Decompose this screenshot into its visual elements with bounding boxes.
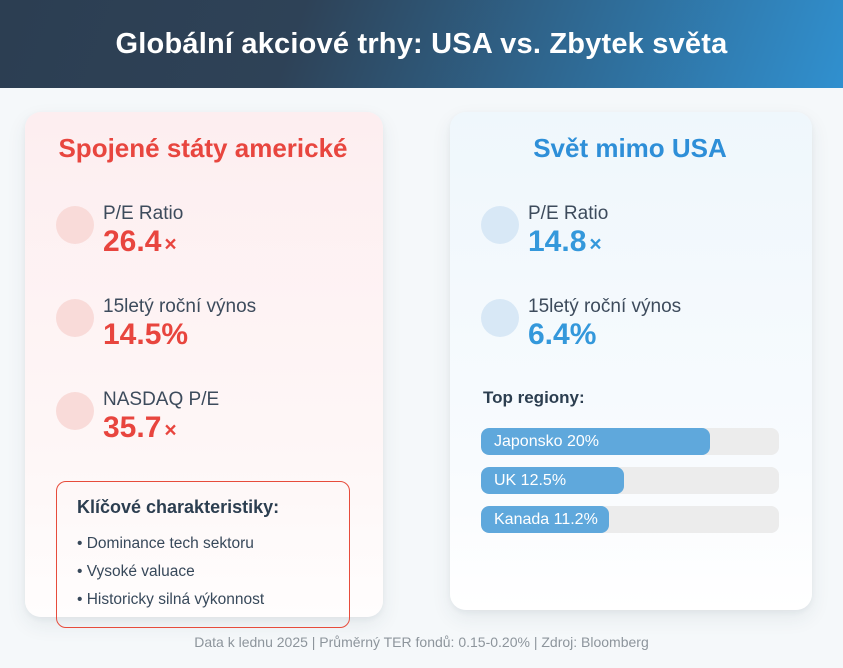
comparison-cards-row: Spojené státy americké P/E Ratio 26.4 × 1…	[0, 88, 843, 628]
stat-label: 15letý roční výnos	[103, 296, 257, 317]
stat-text: P/E Ratio 14.8 ×	[528, 202, 608, 261]
world-stat-15y-return: 15letý roční výnos 6.4%	[481, 295, 779, 354]
bar-track: Japonsko 20%	[481, 428, 779, 455]
stat-value: 14.8 ×	[528, 226, 608, 261]
region-bar-uk: UK 12.5%	[481, 467, 779, 494]
stat-circle-icon	[56, 392, 94, 430]
key-characteristics-list: Dominance tech sektoru Vysoké valuace Hi…	[77, 530, 331, 614]
bar-label: UK 12.5%	[494, 471, 567, 489]
stat-value: 35.7 ×	[103, 412, 219, 447]
footer-note: Data k lednu 2025 | Průměrný TER fondů: …	[194, 634, 649, 650]
key-characteristic-item: Historicky silná výkonnost	[77, 586, 331, 614]
stat-value: 26.4 ×	[103, 226, 183, 261]
stat-value-number: 14.5%	[103, 318, 189, 351]
stat-text: 15letý roční výnos 14.5%	[103, 295, 256, 354]
bar-track: UK 12.5%	[481, 467, 779, 494]
stat-label: P/E Ratio	[528, 203, 609, 224]
usa-stat-15y-return: 15letý roční výnos 14.5%	[56, 295, 350, 354]
world-card: Svět mimo USA P/E Ratio 14.8 × 15letý roč…	[450, 112, 812, 610]
bar-label: Japonsko 20%	[494, 432, 599, 450]
stat-text: P/E Ratio 26.4 ×	[103, 202, 183, 261]
stat-value-suffix: ×	[164, 419, 177, 442]
region-bar-canada: Kanada 11.2%	[481, 506, 779, 533]
usa-stat-pe-ratio: P/E Ratio 26.4 ×	[56, 202, 350, 261]
stat-circle-icon	[481, 206, 519, 244]
usa-card-title: Spojené státy americké	[58, 133, 348, 163]
bar-label: Kanada 11.2%	[494, 510, 598, 528]
page-title: Globální akciové trhy: USA vs. Zbytek sv…	[115, 27, 728, 60]
usa-stat-nasdaq-pe: NASDAQ P/E 35.7 ×	[56, 388, 350, 447]
stat-text: NASDAQ P/E 35.7 ×	[103, 388, 219, 447]
stat-value: 14.5%	[103, 319, 256, 354]
key-characteristics-box: Klíčové charakteristiky: Dominance tech …	[56, 481, 350, 628]
key-characteristics-title: Klíčové charakteristiky:	[77, 497, 280, 517]
region-bar-japan: Japonsko 20%	[481, 428, 779, 455]
stat-label: 15letý roční výnos	[528, 296, 682, 317]
bar-track: Kanada 11.2%	[481, 506, 779, 533]
stat-label: NASDAQ P/E	[103, 389, 220, 410]
stat-label: P/E Ratio	[103, 203, 184, 224]
header-banner: Globální akciové trhy: USA vs. Zbytek sv…	[0, 0, 843, 88]
world-card-title: Svět mimo USA	[533, 133, 727, 163]
stat-value: 6.4%	[528, 319, 681, 354]
stat-text: 15letý roční výnos 6.4%	[528, 295, 681, 354]
bar-fill: Japonsko 20%	[481, 428, 711, 455]
stat-value-suffix: ×	[164, 233, 177, 256]
stat-value-number: 35.7	[103, 411, 162, 444]
top-regions-heading: Top regiony:	[483, 388, 585, 407]
bar-fill: UK 12.5%	[481, 467, 625, 494]
key-characteristic-item: Dominance tech sektoru	[77, 530, 331, 558]
usa-card: Spojené státy americké P/E Ratio 26.4 × 1…	[25, 112, 383, 628]
stat-value-number: 6.4%	[528, 318, 597, 351]
world-stat-pe-ratio: P/E Ratio 14.8 ×	[481, 202, 779, 261]
stat-circle-icon	[481, 299, 519, 337]
stat-circle-icon	[56, 206, 94, 244]
key-characteristic-item: Vysoké valuace	[77, 558, 331, 586]
bar-fill: Kanada 11.2%	[481, 506, 610, 533]
stat-circle-icon	[56, 299, 94, 337]
stat-value-suffix: ×	[589, 233, 602, 256]
stat-value-number: 14.8	[528, 225, 587, 258]
stat-value-number: 26.4	[103, 225, 162, 258]
